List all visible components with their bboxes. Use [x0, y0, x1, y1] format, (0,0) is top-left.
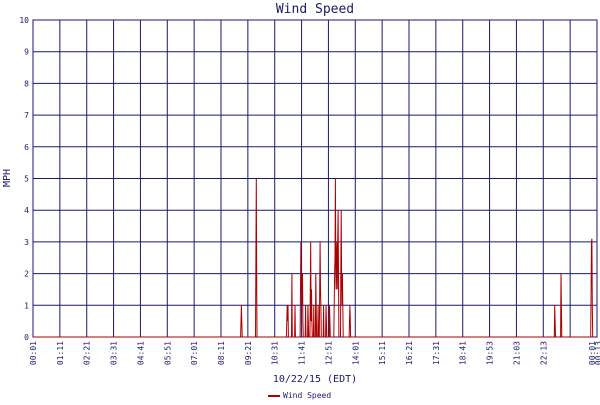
series-line — [33, 178, 594, 338]
x-tick-label: 07:01 — [190, 341, 199, 365]
x-axis-ticks: 00:01 01:11 02:21 03:31 04:41 05:51 07:01 08:11… — [29, 341, 600, 365]
x-tick-label: 21:03 — [512, 341, 521, 365]
x-tick-label: 03:31 — [110, 341, 119, 365]
chart-title: Wind Speed — [276, 2, 354, 17]
x-tick-label: 17:31 — [432, 341, 441, 365]
y-tick-label: 0 — [24, 333, 29, 342]
x-tick-label: 12:51 — [324, 341, 333, 365]
x-tick-label: 11:41 — [298, 341, 307, 365]
x-tick-label: 15:11 — [378, 341, 387, 365]
x-tick-label: 18:41 — [459, 341, 468, 365]
y-tick-label: 8 — [24, 79, 29, 88]
x-tick-label: 00:01 — [588, 341, 597, 365]
x-tick-label: 14:01 — [351, 341, 360, 365]
x-tick-label: 04:41 — [136, 341, 145, 365]
x-tick-label: 02:21 — [83, 341, 92, 365]
x-tick-label: 10:31 — [271, 341, 280, 365]
x-tick-label: 08:11 — [217, 341, 226, 365]
x-axis-label: 10/22/15 (EDT) — [273, 374, 357, 385]
y-tick-label: 5 — [24, 175, 29, 184]
y-tick-label: 7 — [24, 111, 29, 120]
legend-label: Wind Speed — [283, 391, 331, 400]
x-tick-label: 19:53 — [486, 341, 495, 365]
x-tick-label: 09:21 — [244, 341, 253, 365]
y-tick-label: 10 — [19, 16, 29, 25]
x-tick-label: 00:01 — [29, 341, 38, 365]
grid-lines — [33, 19, 597, 338]
y-tick-label: 3 — [24, 238, 29, 247]
y-axis-ticks: 0 1 2 3 4 5 6 7 8 9 10 — [19, 16, 29, 342]
y-tick-label: 9 — [24, 48, 29, 57]
x-tick-label: 05:51 — [163, 341, 172, 365]
y-tick-label: 6 — [24, 143, 29, 152]
x-tick-label: 16:21 — [405, 341, 414, 365]
legend: Wind Speed — [268, 391, 331, 400]
y-tick-label: 1 — [24, 301, 29, 310]
series-layer — [33, 178, 594, 338]
x-tick-label: 00:13 — [594, 341, 600, 365]
x-tick-label: 01:11 — [56, 341, 65, 365]
y-axis-label: MPH — [2, 169, 13, 187]
x-tick-label: 22:13 — [539, 341, 548, 365]
y-tick-label: 4 — [24, 206, 29, 215]
y-tick-label: 2 — [24, 270, 29, 279]
